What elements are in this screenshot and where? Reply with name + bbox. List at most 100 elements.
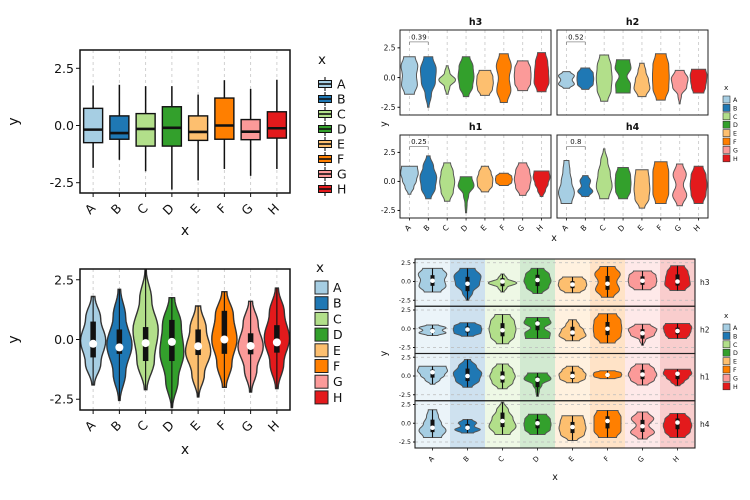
legend-swatch xyxy=(314,390,329,405)
y-tick-label: 2.5 xyxy=(401,260,411,267)
violin-median-dot xyxy=(570,330,575,335)
violin-A-h2 xyxy=(557,71,575,89)
box-G xyxy=(240,118,261,141)
legend-label: A xyxy=(333,280,342,295)
x-tick-label: F xyxy=(655,223,664,232)
violin-F-h4 xyxy=(652,161,670,204)
x-tick-label: A xyxy=(427,455,436,464)
x-tick-label: H xyxy=(265,201,282,218)
facet-row-label: h1 xyxy=(700,373,710,382)
x-tick-label: B xyxy=(462,455,471,464)
legend-label: D xyxy=(733,350,738,357)
legend-label: B xyxy=(733,333,737,340)
box-B xyxy=(109,115,130,140)
boxplot-panel: 2.5 0.0 -2.5 A B C D E F G Hx y xyxy=(6,49,291,239)
y-tick-label: 0.0 xyxy=(384,73,396,82)
legend-label: C xyxy=(733,342,738,349)
violin-E-h2 xyxy=(633,62,651,98)
violin-median-dot xyxy=(141,339,150,348)
violin-median-dot xyxy=(115,343,124,352)
legend-label: G xyxy=(337,167,347,182)
y-tick-label: 2.5 xyxy=(384,148,396,157)
annotation-value: 0.8 xyxy=(570,138,581,146)
x-tick-label: A xyxy=(82,200,99,217)
violin-median-dot xyxy=(640,330,645,336)
legend-swatch xyxy=(314,296,329,311)
x-tick-label: B xyxy=(108,201,125,218)
violin-G-h2 xyxy=(670,69,689,105)
violin-D-h3 xyxy=(457,56,475,98)
violin-median-dot xyxy=(220,335,229,344)
facet-row-label: h3 xyxy=(700,278,710,287)
legend-label: B xyxy=(337,92,346,107)
legend-swatch xyxy=(722,112,731,121)
violin-H-h3 xyxy=(533,52,550,93)
y-axis-label: y xyxy=(380,350,390,356)
violin-median-dot xyxy=(640,423,645,429)
x-tick-label: F xyxy=(498,223,507,232)
box-H xyxy=(266,111,288,139)
violin-facet-rows-chart: 2.5 0.0 -2.5 h3 2.5 0.0 -2.5 h2 2.5 0.0 -2.5 h1 2.5 0… xyxy=(380,258,738,483)
legend-label: H xyxy=(733,384,738,391)
violin-median-dot xyxy=(430,328,435,334)
x-tick-label: A xyxy=(403,222,414,233)
violin-D-h4 xyxy=(614,167,632,200)
violin-median-dot xyxy=(535,277,540,283)
x-tick-label: H xyxy=(692,223,702,233)
violin-median-dot xyxy=(465,425,470,431)
x-tick-label: D xyxy=(160,201,177,218)
y-tick-label: -2.5 xyxy=(399,345,411,352)
violin-F-h1 xyxy=(495,172,513,186)
facet-h1: 0.25 h1 2.5 0.0 -2.5 A B C D E F G H xyxy=(381,122,552,234)
violin-C-h1 xyxy=(439,162,456,202)
y-tick-label: 0.0 xyxy=(401,326,411,333)
legend-swatch xyxy=(722,154,731,163)
legend-label: G xyxy=(733,375,738,382)
x-tick-label: G xyxy=(673,223,684,234)
x-tick-label: D xyxy=(160,418,177,435)
violin-E-h4 xyxy=(633,169,651,209)
violin-median-dot xyxy=(430,278,435,284)
violin-iqr-box xyxy=(116,329,123,354)
violin-median-dot xyxy=(605,418,610,424)
violin-median-dot xyxy=(500,327,505,333)
annotation-value: 0.25 xyxy=(411,138,427,146)
legend-label: D xyxy=(733,122,738,129)
facet-row-label: h2 xyxy=(700,325,710,334)
violin-A-h4 xyxy=(557,160,575,204)
panel-border xyxy=(79,49,291,194)
legend-label: A xyxy=(733,97,738,104)
x-tick-label: A xyxy=(560,222,571,233)
y-tick-label: -2.5 xyxy=(50,175,74,190)
legend-label: B xyxy=(733,105,737,112)
violin-median-dot xyxy=(500,418,505,424)
facet-h4: 0.8 h4 A B C D E F G H xyxy=(556,122,709,234)
legend-swatch xyxy=(722,129,731,137)
legend-label: A xyxy=(337,77,346,92)
x-tick-label: E xyxy=(187,200,203,216)
x-tick-label: D xyxy=(459,223,470,234)
x-tick-label: C xyxy=(134,417,151,434)
violin-B-h2 xyxy=(576,67,595,90)
annotation-value: 0.52 xyxy=(568,33,584,41)
violin-median-dot xyxy=(570,373,575,379)
legend-swatch xyxy=(722,382,731,391)
legend-label: B xyxy=(333,296,342,311)
y-tick-label: 0.0 xyxy=(54,118,74,133)
violin-median-dot xyxy=(535,321,540,326)
violin-F-h2 xyxy=(652,53,670,101)
x-tick-label: G xyxy=(238,418,255,435)
legend-label: C xyxy=(333,311,342,326)
facet-title: h4 xyxy=(626,122,640,133)
y-tick-label: 0.0 xyxy=(384,177,396,186)
violin-median-dot xyxy=(605,281,610,287)
violin-H-h2 xyxy=(689,68,708,94)
violin-median-dot xyxy=(500,279,505,284)
legend-swatch xyxy=(314,359,329,373)
x-tick-label: A xyxy=(82,417,99,434)
legend-swatch xyxy=(722,146,731,154)
x-tick-label: F xyxy=(214,418,230,434)
legend-swatch xyxy=(314,343,329,358)
